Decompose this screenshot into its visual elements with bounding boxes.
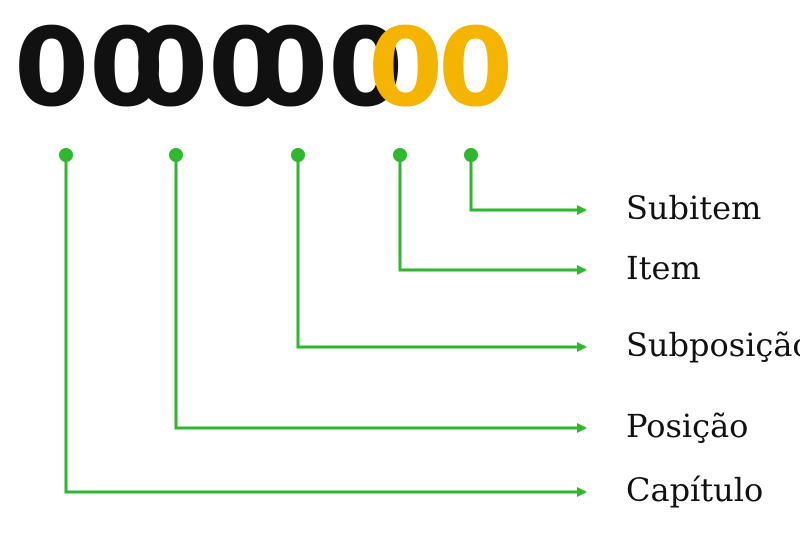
connector-position bbox=[174, 155, 587, 433]
code-group-item: 0 bbox=[368, 6, 443, 131]
label-item: Item bbox=[626, 249, 701, 287]
connector-lines bbox=[64, 155, 587, 497]
label-position: Posição bbox=[626, 407, 748, 445]
connector-item bbox=[398, 155, 587, 275]
anchor-dots bbox=[59, 148, 478, 162]
connector-subposition bbox=[296, 155, 587, 352]
code-group-chapter: 00 bbox=[14, 6, 164, 131]
code-group-subposition: 00 bbox=[253, 6, 403, 131]
code-group-position: 00 bbox=[133, 6, 283, 131]
anchor-dot-subitem bbox=[464, 148, 478, 162]
anchor-dot-subposition bbox=[291, 148, 305, 162]
label-subposition: Subposição bbox=[626, 326, 800, 364]
anchor-dot-item bbox=[393, 148, 407, 162]
label-subitem: Subitem bbox=[626, 189, 761, 227]
connector-subitem bbox=[469, 155, 587, 215]
code-group-subitem: 0 bbox=[438, 6, 513, 131]
anchor-dot-position bbox=[169, 148, 183, 162]
connector-chapter bbox=[64, 155, 587, 497]
label-chapter: Capítulo bbox=[626, 471, 763, 509]
anchor-dot-chapter bbox=[59, 148, 73, 162]
